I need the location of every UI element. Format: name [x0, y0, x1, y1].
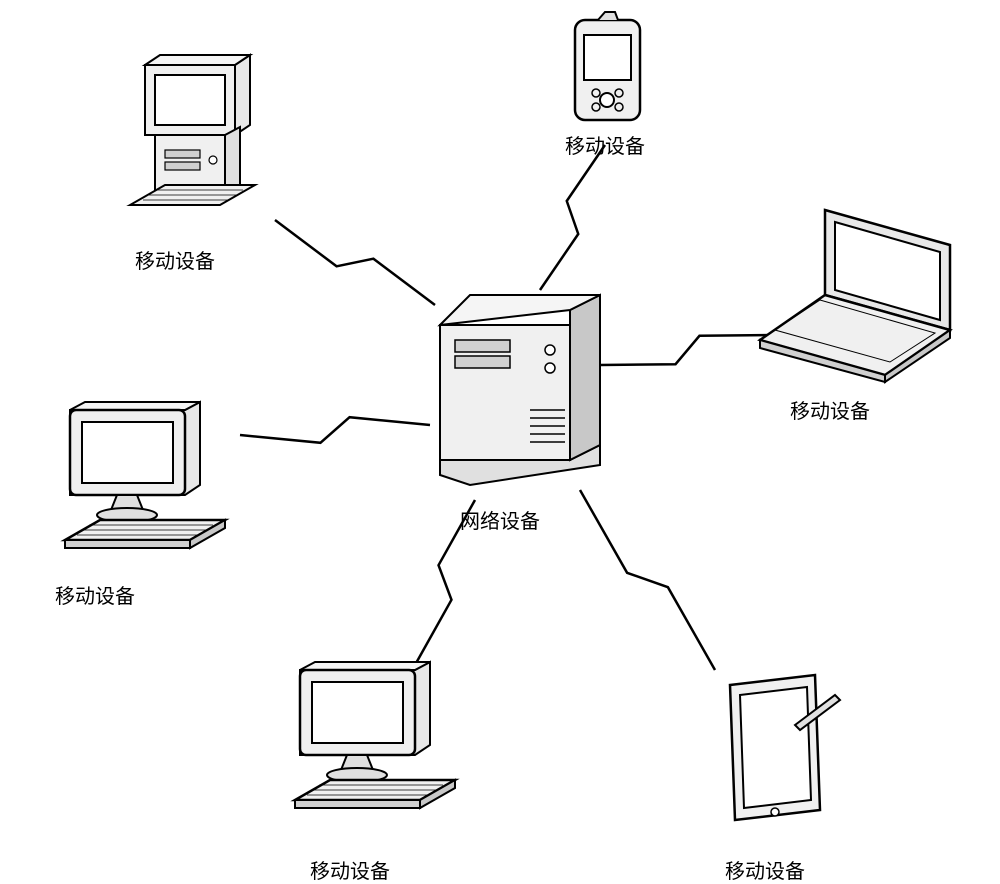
- desktop-bottom-icon: [295, 662, 455, 808]
- connection-edge: [240, 417, 430, 443]
- diagram-svg: [0, 0, 1000, 872]
- connection-edge: [600, 335, 775, 365]
- device-label-laptop: 移动设备: [790, 395, 870, 424]
- laptop-icon: [760, 210, 950, 382]
- connection-edge: [580, 490, 715, 670]
- device-label-desktop-l: 移动设备: [55, 580, 135, 609]
- device-label-desktop-tl: 移动设备: [135, 245, 215, 274]
- connection-edge: [540, 145, 605, 290]
- device-label-desktop-bl: 移动设备: [310, 855, 390, 884]
- pda-icon: [575, 12, 640, 120]
- network-diagram: [0, 0, 1000, 872]
- device-label-tablet: 移动设备: [725, 855, 805, 884]
- connection-edge: [275, 220, 435, 305]
- tablet-icon: [730, 675, 840, 820]
- desktop-classic-icon: [130, 55, 255, 205]
- desktop-left-icon: [65, 402, 225, 548]
- server-icon: [440, 295, 600, 485]
- center-label: 网络设备: [460, 505, 540, 534]
- device-label-pda: 移动设备: [565, 130, 645, 159]
